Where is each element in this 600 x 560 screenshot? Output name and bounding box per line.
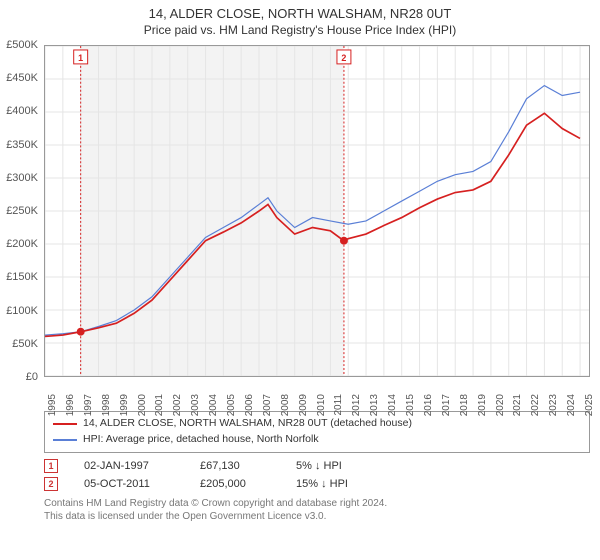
y-tick-label: £250K [6, 205, 38, 217]
x-tick-label: 2020 [495, 394, 506, 416]
x-tick-label: 2005 [226, 394, 237, 416]
x-tick-label: 1997 [83, 394, 94, 416]
legend-label: HPI: Average price, detached house, Nort… [83, 432, 319, 448]
x-tick-label: 2008 [280, 394, 291, 416]
x-tick-label: 2017 [441, 394, 452, 416]
x-tick-label: 2011 [333, 394, 344, 416]
x-tick-label: 2018 [459, 394, 470, 416]
x-tick-label: 2022 [530, 394, 541, 416]
x-tick-label: 2024 [566, 394, 577, 416]
svg-text:1: 1 [78, 53, 83, 63]
sale-price: £205,000 [200, 478, 270, 490]
x-tick-label: 1995 [47, 394, 58, 416]
x-tick-label: 1998 [101, 394, 112, 416]
attribution: Contains HM Land Registry data © Crown c… [44, 497, 590, 523]
legend-item: 14, ALDER CLOSE, NORTH WALSHAM, NR28 0UT… [53, 416, 581, 432]
svg-text:2: 2 [341, 53, 346, 63]
chart-title: 14, ALDER CLOSE, NORTH WALSHAM, NR28 0UT [0, 6, 600, 21]
x-tick-label: 2002 [172, 394, 183, 416]
y-tick-label: £350K [6, 139, 38, 151]
y-tick-label: £300K [6, 172, 38, 184]
y-tick-label: £400K [6, 105, 38, 117]
y-tick-label: £150K [6, 271, 38, 283]
y-tick-label: £50K [12, 338, 38, 350]
y-tick-label: £100K [6, 305, 38, 317]
sale-price: £67,130 [200, 460, 270, 472]
x-tick-label: 2016 [423, 394, 434, 416]
x-tick-label: 2019 [477, 394, 488, 416]
x-tick-label: 2023 [548, 394, 559, 416]
sale-date: 02-JAN-1997 [84, 460, 174, 472]
sale-marker: 2 [44, 477, 58, 491]
legend-item: HPI: Average price, detached house, Nort… [53, 432, 581, 448]
sale-hpi: 15% ↓ HPI [296, 478, 348, 490]
y-tick-label: £450K [6, 72, 38, 84]
x-tick-label: 2006 [244, 394, 255, 416]
attribution-line2: This data is licensed under the Open Gov… [44, 510, 590, 523]
x-tick-label: 2003 [190, 394, 201, 416]
attribution-line1: Contains HM Land Registry data © Crown c… [44, 497, 590, 510]
sale-marker: 1 [44, 459, 58, 473]
y-tick-label: £200K [6, 238, 38, 250]
x-tick-label: 1999 [119, 394, 130, 416]
sale-row: 2 05-OCT-2011 £205,000 15% ↓ HPI [44, 477, 590, 491]
x-tick-label: 2010 [316, 394, 327, 416]
sales-table: 1 02-JAN-1997 £67,130 5% ↓ HPI 2 05-OCT-2011 £… [44, 459, 590, 491]
x-tick-label: 1996 [65, 394, 76, 416]
x-tick-label: 2009 [298, 394, 309, 416]
sale-row: 1 02-JAN-1997 £67,130 5% ↓ HPI [44, 459, 590, 473]
x-tick-label: 2004 [208, 394, 219, 416]
legend-label: 14, ALDER CLOSE, NORTH WALSHAM, NR28 0UT… [83, 416, 412, 432]
legend-box: 14, ALDER CLOSE, NORTH WALSHAM, NR28 0UT… [44, 411, 590, 453]
chart-area: £0£50K£100K£150K£200K£250K£300K£350K£400… [44, 45, 590, 405]
y-axis-labels: £0 £50K £100K £150K £200K £250K £300K £350K £400… [0, 39, 40, 383]
x-tick-label: 2014 [387, 394, 398, 416]
x-tick-label: 2025 [584, 394, 595, 416]
y-tick-label: £0 [26, 371, 38, 383]
x-tick-label: 2000 [137, 394, 148, 416]
x-tick-label: 2013 [369, 394, 380, 416]
x-tick-label: 2021 [512, 394, 523, 416]
chart-subtitle: Price paid vs. HM Land Registry's House … [0, 23, 600, 37]
x-tick-label: 2012 [351, 394, 362, 416]
sale-hpi: 5% ↓ HPI [296, 460, 342, 472]
y-tick-label: £500K [6, 39, 38, 51]
x-tick-label: 2001 [154, 394, 165, 416]
x-tick-label: 2007 [262, 394, 273, 416]
legend-swatch [53, 439, 77, 441]
legend-swatch [53, 423, 77, 425]
x-axis-labels: 1995199619971998199920002001200220032004… [44, 377, 590, 405]
plot-area: 12 [44, 45, 590, 377]
sale-date: 05-OCT-2011 [84, 478, 174, 490]
x-tick-label: 2015 [405, 394, 416, 416]
chart-svg: 12 [45, 46, 589, 376]
